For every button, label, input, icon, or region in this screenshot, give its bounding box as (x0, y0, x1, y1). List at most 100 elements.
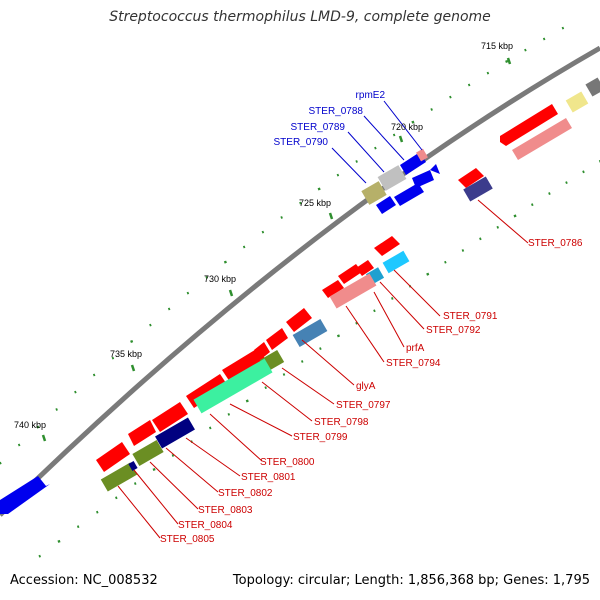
gene-label-prfa: prfA (406, 343, 425, 354)
scale-dot (561, 26, 565, 30)
gene-label-ster-0802: STER_0802 (218, 488, 273, 499)
feature-rpme2[interactable] (416, 148, 428, 162)
scale-dot (513, 214, 517, 218)
feature-red-mid-1[interactable] (374, 236, 400, 256)
scale-dot (264, 386, 267, 390)
scale-dot (467, 83, 471, 87)
feature-blue-left[interactable] (0, 476, 50, 514)
scale-label-715: 715 kbp (481, 41, 513, 51)
feature-ster-0802[interactable] (155, 417, 195, 449)
genome-backbone (0, 45, 600, 517)
scale-dot (111, 356, 115, 360)
scale-dot (505, 59, 509, 63)
scale-dot (582, 170, 585, 174)
scale-labels: 715 kbp 720 kbp 725 kbp 730 kbp 735 kbp … (14, 41, 513, 430)
scale-dot (245, 399, 249, 403)
scale-dot (449, 95, 452, 99)
feature-red-low-4[interactable] (152, 402, 188, 432)
feature-group-lower[interactable] (0, 342, 285, 514)
gene-label-ster-0794: STER_0794 (386, 358, 441, 369)
scale-label-720: 720 kbp (391, 122, 423, 132)
scale-dot (205, 276, 208, 279)
feature-ster-0805[interactable] (100, 462, 138, 492)
scale-dot (149, 323, 152, 327)
scale-dot (524, 48, 527, 52)
scale-dot (461, 249, 465, 252)
scale-label-725: 725 kbp (299, 198, 331, 208)
scale-dot (542, 37, 546, 41)
feature-pink-top-1[interactable] (512, 118, 572, 160)
feature-blue-lower-2[interactable] (394, 183, 424, 206)
feature-ster-0790[interactable] (361, 181, 387, 205)
scale-dot (355, 160, 358, 163)
feature-red-low-5[interactable] (128, 420, 156, 446)
gene-label-ster-0803: STER_0803 (198, 505, 253, 516)
feature-red-top-2[interactable] (458, 168, 484, 188)
scale-dot (36, 425, 40, 429)
feature-ster-0789[interactable] (377, 165, 407, 191)
feature-ster-0794[interactable] (329, 273, 377, 309)
gene-label-ster-0799: STER_0799 (293, 432, 348, 443)
scale-dot (55, 408, 58, 411)
gene-label-ster-0801: STER_0801 (241, 472, 296, 483)
feature-yellow-top[interactable] (565, 91, 589, 113)
scale-dot (392, 133, 396, 137)
scale-dot (242, 245, 246, 249)
feature-ster-0804[interactable] (128, 461, 138, 471)
scale-dot (0, 461, 2, 465)
gene-label-ster-0788: STER_0788 (309, 106, 364, 117)
gene-labels-upper: rpmE2 STER_0788 STER_0789 STER_0790 (274, 90, 386, 148)
feature-blue-lower-3[interactable] (412, 170, 434, 188)
feature-red-mid-3[interactable] (356, 260, 374, 276)
scale-dot (280, 216, 283, 219)
feature-grey-top[interactable] (585, 77, 600, 97)
feature-ster-0799[interactable] (193, 358, 273, 414)
feature-blue-lower-4[interactable] (430, 164, 440, 174)
scale-dot (426, 272, 430, 276)
feature-group-upper[interactable] (361, 148, 440, 214)
scale-dot (57, 539, 61, 543)
scale-dot (300, 360, 304, 363)
scale-dot (76, 525, 80, 529)
feature-blue-lower-1[interactable] (376, 196, 396, 214)
scale-dot (208, 426, 212, 430)
scale-dot (152, 467, 156, 471)
feature-group-top-right[interactable] (458, 77, 600, 202)
feature-red-low-6[interactable] (96, 442, 130, 472)
feature-group-middle[interactable] (266, 236, 410, 350)
feature-ster-0786[interactable] (463, 176, 493, 202)
feature-red-mid-5[interactable] (286, 308, 312, 332)
feature-red-low-2[interactable] (254, 342, 270, 360)
scale-dot (444, 260, 447, 264)
scale-dot (373, 309, 376, 313)
scale-dot (227, 412, 231, 416)
scale-dot (374, 146, 377, 150)
scale-dot (299, 201, 302, 205)
scale-dot (17, 443, 21, 447)
scale-dot (223, 260, 227, 264)
feature-red-mid-6[interactable] (266, 328, 288, 350)
scale-label-735: 735 kbp (110, 349, 142, 359)
feature-ster-0803[interactable] (132, 439, 164, 467)
feature-red-mid-2[interactable] (338, 264, 362, 284)
scale-dot (565, 181, 568, 185)
scale-dot (411, 120, 415, 124)
gene-label-rpme2: rpmE2 (356, 90, 386, 101)
feature-red-low-1[interactable] (222, 348, 266, 382)
scale-dot (548, 192, 551, 195)
scale-dot (92, 373, 96, 377)
feature-glya[interactable] (292, 318, 328, 348)
scale-dot (430, 108, 433, 111)
scale-dot (96, 510, 99, 514)
feature-ster-0791[interactable] (382, 250, 410, 274)
feature-red-top-1[interactable] (500, 104, 558, 146)
gene-labels-lower: STER_0786 STER_0791 STER_0792 prfA STER_… (160, 238, 583, 545)
feature-red-mid-4[interactable] (322, 280, 344, 298)
scale-dot (38, 554, 41, 558)
scale-dots (0, 26, 600, 558)
gene-label-ster-0805: STER_0805 (160, 534, 215, 545)
scale-dot (167, 307, 171, 311)
genome-summary-text: Topology: circular; Length: 1,856,368 bp… (232, 573, 590, 588)
scale-dot (261, 230, 265, 234)
